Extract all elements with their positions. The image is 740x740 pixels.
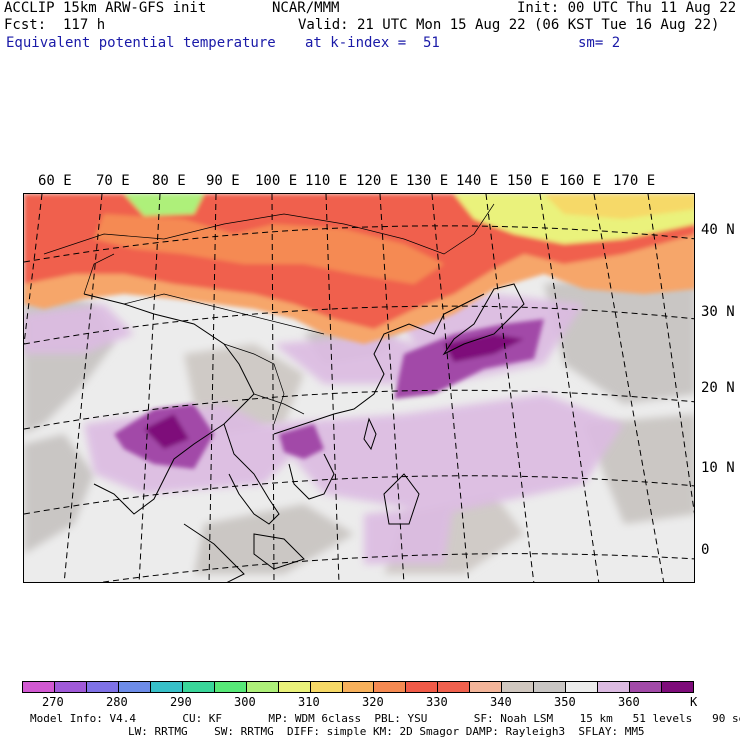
colorbar-tick-label: 360: [618, 695, 640, 709]
colorbar-tick-label: 320: [362, 695, 384, 709]
colorbar-swatch: [118, 682, 151, 692]
lat-label: 40 N: [701, 222, 735, 238]
valid-time: Valid: 21 UTC Mon 15 Aug 22 (06 KST Tue …: [298, 17, 720, 33]
model-info-line1: Model Info: V4.4 CU: KF MP: WDM 6class P…: [30, 712, 740, 725]
colorbar-tick-label: 330: [426, 695, 448, 709]
colorbar-swatch: [598, 682, 631, 692]
colorbar-swatch: [342, 682, 375, 692]
lon-label: 140 E: [456, 173, 499, 189]
map-panel: [23, 193, 695, 583]
lon-label: 160 E: [559, 173, 602, 189]
coastlines: [83, 283, 525, 582]
country-borders: [43, 203, 495, 425]
lon-label: 70 E: [96, 173, 130, 189]
lat-label: 10 N: [701, 460, 735, 476]
field-name: Equivalent potential temperature: [6, 35, 276, 51]
model-title: ACCLIP 15km ARW-GFS init: [4, 0, 207, 16]
smoothing-info: sm= 2: [578, 35, 621, 51]
colorbar-swatch: [406, 682, 439, 692]
colorbar-tick-label: 310: [298, 695, 320, 709]
lon-label: 110 E: [305, 173, 348, 189]
colorbar-swatch: [86, 682, 119, 692]
init-time: Init: 00 UTC Thu 11 Aug 22: [517, 0, 737, 16]
lat-label: 30 N: [701, 304, 735, 320]
colorbar-swatch: [438, 682, 471, 692]
colorbar-swatch: [310, 682, 343, 692]
graticule: [24, 194, 694, 582]
colorbar-swatch: [214, 682, 247, 692]
colorbar-swatch: [246, 682, 279, 692]
colorbar-swatch: [470, 682, 503, 692]
colorbar-swatch: [662, 682, 694, 692]
colorbar-tick-label: 280: [106, 695, 128, 709]
lon-label: 80 E: [152, 173, 186, 189]
colorbar-swatch: [23, 682, 55, 692]
colorbar-swatch: [182, 682, 215, 692]
center-name: NCAR/MMM: [272, 0, 340, 16]
lon-label: 90 E: [206, 173, 240, 189]
theta-e-map: [24, 194, 694, 582]
colorbar-swatch: [150, 682, 183, 692]
colorbar-swatch: [534, 682, 567, 692]
colorbar-tick-label: 340: [490, 695, 512, 709]
lon-label: 60 E: [38, 173, 72, 189]
colorbar-units: K: [690, 695, 698, 709]
colorbar: [22, 681, 694, 693]
forecast-hour: Fcst: 117 h: [4, 17, 106, 33]
high-theta-e-cores: [114, 319, 544, 469]
colorbar-tick-label: 270: [42, 695, 64, 709]
colorbar-swatch: [374, 682, 407, 692]
lat-label: 0: [701, 542, 710, 558]
lon-label: 100 E: [255, 173, 298, 189]
colorbar-swatch: [278, 682, 311, 692]
lon-label: 170 E: [613, 173, 656, 189]
colorbar-swatch: [502, 682, 535, 692]
colorbar-tick-label: 300: [234, 695, 256, 709]
colorbar-swatch: [630, 682, 663, 692]
lon-label: 150 E: [507, 173, 550, 189]
colorbar-swatch: [566, 682, 599, 692]
colorbar-tick-label: 350: [554, 695, 576, 709]
lat-label: 20 N: [701, 380, 735, 396]
lon-label: 120 E: [356, 173, 399, 189]
level-info: at k-index = 51: [305, 35, 440, 51]
colorbar-swatch: [54, 682, 87, 692]
colorbar-tick-label: 290: [170, 695, 192, 709]
lon-label: 130 E: [406, 173, 449, 189]
model-info-line2: LW: RRTMG SW: RRTMG DIFF: simple KM: 2D …: [128, 725, 645, 738]
